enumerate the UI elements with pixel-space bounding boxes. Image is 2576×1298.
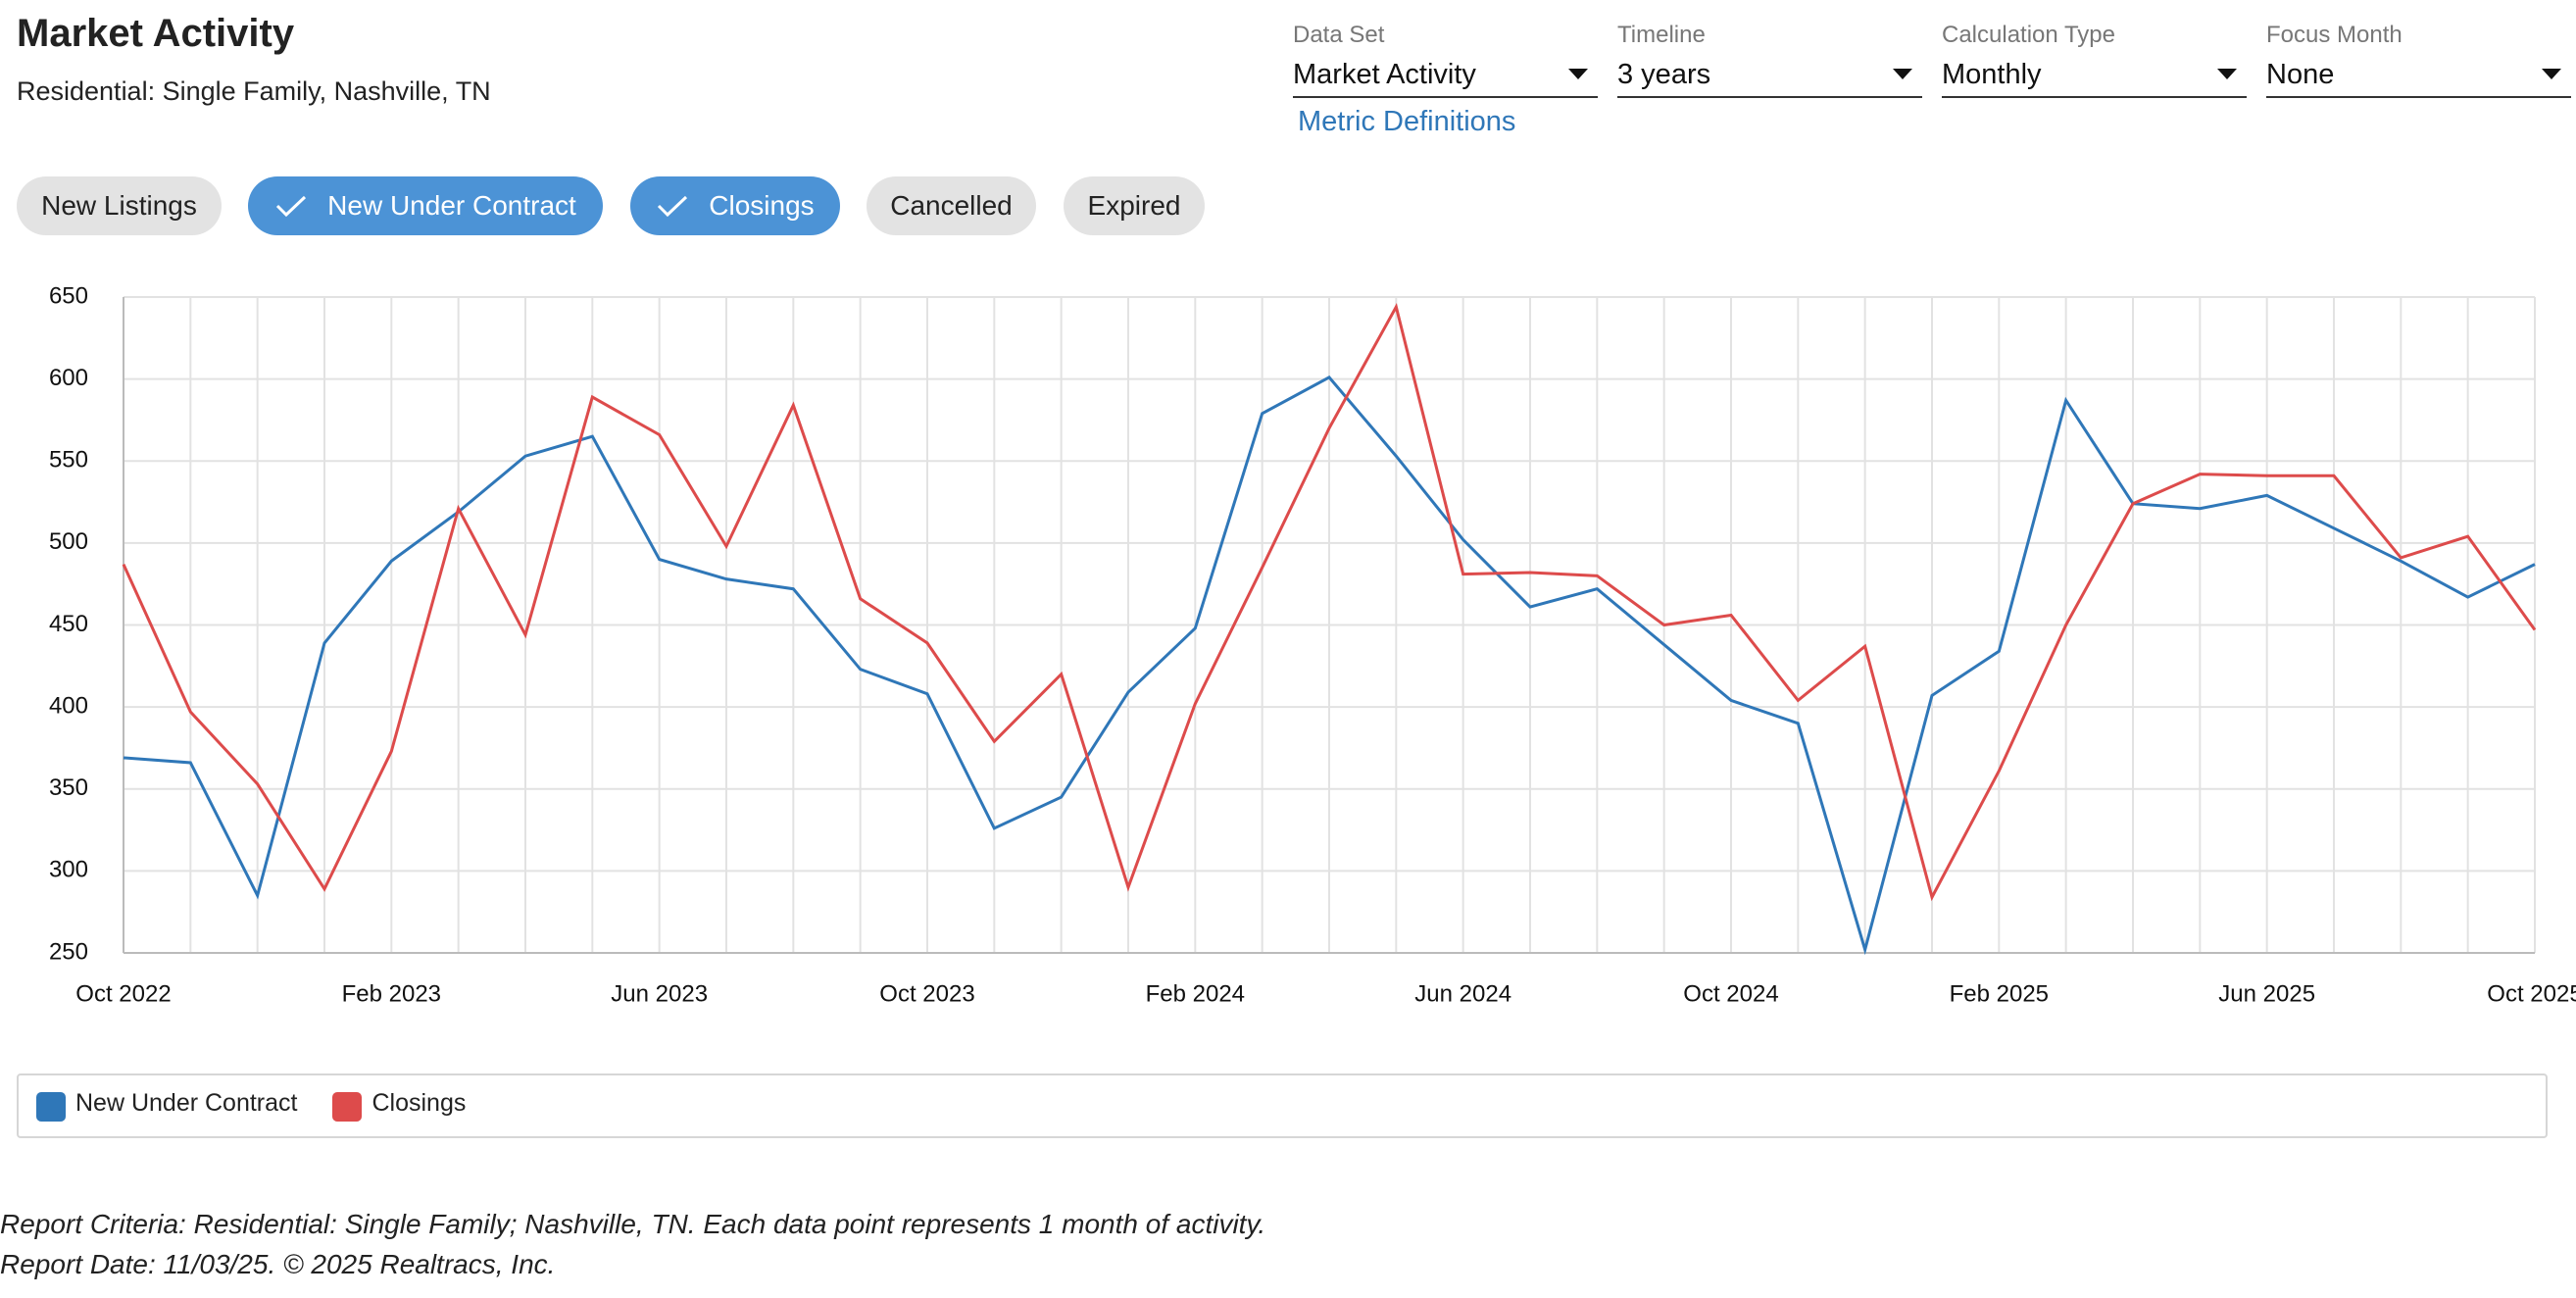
series-line bbox=[122, 302, 2537, 902]
x-tick-label: Jun 2024 bbox=[1414, 980, 1511, 1007]
toggle-label: New Listings bbox=[41, 190, 197, 221]
dropdown[interactable]: Monthly bbox=[1942, 55, 2247, 98]
toggle-label: Expired bbox=[1087, 190, 1181, 221]
dropdown[interactable]: Market Activity bbox=[1293, 55, 1598, 98]
y-tick-label: 350 bbox=[49, 774, 88, 801]
x-tick-label: Oct 2024 bbox=[1683, 980, 1778, 1007]
y-tick-label: 400 bbox=[49, 692, 88, 719]
toggle-pill[interactable]: Cancelled bbox=[867, 176, 1036, 235]
control-label: Focus Month bbox=[2266, 22, 2403, 48]
control-label: Timeline bbox=[1617, 22, 1706, 48]
x-tick-label: Feb 2024 bbox=[1146, 980, 1245, 1007]
check-icon bbox=[658, 195, 688, 218]
control-label: Calculation Type bbox=[1942, 22, 2115, 48]
y-tick-label: 450 bbox=[49, 611, 88, 637]
toggle-pill[interactable]: New Listings bbox=[17, 176, 222, 235]
toggle-pill[interactable]: Expired bbox=[1064, 176, 1205, 235]
legend-label: Closings bbox=[372, 1089, 467, 1117]
subtitle: Residential: Single Family, Nashville, T… bbox=[17, 76, 491, 106]
x-tick-label: Jun 2025 bbox=[2218, 980, 2315, 1007]
dropdown-arrow bbox=[2217, 69, 2237, 79]
y-tick-label: 500 bbox=[49, 528, 88, 555]
y-tick-label: 300 bbox=[49, 857, 88, 883]
x-tick-label: Jun 2023 bbox=[611, 980, 708, 1007]
y-tick-label: 600 bbox=[49, 365, 88, 391]
toggle-pill[interactable]: Closings bbox=[630, 176, 840, 235]
x-tick-label: Oct 2022 bbox=[75, 980, 171, 1007]
dropdown-arrow bbox=[1893, 69, 1912, 79]
x-tick-label: Feb 2025 bbox=[1950, 980, 2049, 1007]
dropdown[interactable]: None bbox=[2266, 55, 2571, 98]
toggle-pill[interactable]: New Under Contract bbox=[248, 176, 603, 235]
check-icon bbox=[276, 195, 307, 218]
legend-label: New Under Contract bbox=[75, 1089, 298, 1117]
chart: 250 300 350 400 450 500 550 600 650 Oct 2022 Feb 2… bbox=[49, 282, 2576, 1007]
metric-definitions-link[interactable]: Metric Definitions bbox=[1298, 106, 1516, 137]
footer-line: Report Criteria: Residential: Single Fam… bbox=[0, 1209, 1266, 1239]
y-tick-label: 550 bbox=[49, 447, 88, 474]
dropdown[interactable]: 3 years bbox=[1617, 55, 1922, 98]
legend: New Under Contract Closings bbox=[17, 1073, 2548, 1138]
control-label: Data Set bbox=[1293, 22, 1385, 48]
dropdown-arrow bbox=[2542, 69, 2561, 79]
dropdown-arrow bbox=[1568, 69, 1588, 79]
x-tick-label: Oct 2025 bbox=[2487, 980, 2576, 1007]
toggle-label: Cancelled bbox=[890, 190, 1013, 221]
footer-line: Report Date: 11/03/25. © 2025 Realtracs,… bbox=[0, 1249, 556, 1279]
y-tick-label: 650 bbox=[49, 282, 88, 309]
page-title: Market Activity bbox=[17, 12, 295, 55]
legend-swatch bbox=[332, 1092, 363, 1122]
toggle-label: Closings bbox=[709, 190, 815, 221]
legend-swatch bbox=[36, 1092, 66, 1122]
y-tick-label: 250 bbox=[49, 938, 88, 965]
toggle-label: New Under Contract bbox=[327, 190, 576, 221]
x-tick-label: Feb 2023 bbox=[342, 980, 441, 1007]
x-tick-label: Oct 2023 bbox=[879, 980, 974, 1007]
